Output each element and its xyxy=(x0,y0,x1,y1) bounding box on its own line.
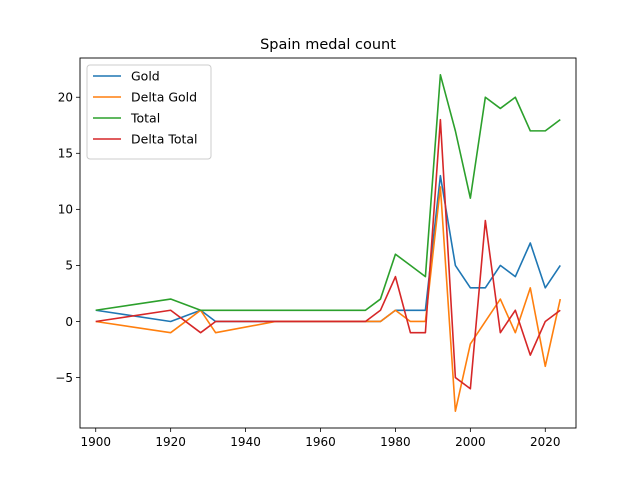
y-tick-label: −5 xyxy=(55,371,73,385)
data-point-delta-gold xyxy=(439,185,442,188)
data-point-delta-gold xyxy=(454,410,457,413)
y-tick-label: 0 xyxy=(65,315,73,329)
data-point-delta-gold xyxy=(394,309,397,312)
data-point-gold xyxy=(469,286,472,289)
data-point-gold xyxy=(454,264,457,267)
data-point-gold xyxy=(514,275,517,278)
legend-label: Delta Total xyxy=(131,132,198,147)
data-point-total xyxy=(499,107,502,110)
x-tick-label: 1960 xyxy=(305,435,336,449)
data-point-delta-total xyxy=(199,331,202,334)
x-tick-label: 1920 xyxy=(155,435,186,449)
data-point-total xyxy=(409,264,412,267)
data-point-delta-total xyxy=(94,320,97,323)
data-point-total xyxy=(529,129,532,132)
data-point-total xyxy=(274,309,277,312)
data-point-delta-gold xyxy=(409,320,412,323)
y-tick-label: 5 xyxy=(65,259,73,273)
y-tick-label: 20 xyxy=(58,91,73,105)
data-point-total xyxy=(214,309,217,312)
data-point-delta-gold xyxy=(469,342,472,345)
data-point-total xyxy=(199,309,202,312)
plot-frame xyxy=(79,57,577,429)
series-line-delta-total xyxy=(95,118,561,390)
data-point-delta-gold xyxy=(214,331,217,334)
data-point-delta-total xyxy=(379,309,382,312)
data-point-gold xyxy=(499,264,502,267)
y-tick-label: 15 xyxy=(58,147,73,161)
data-point-delta-total xyxy=(559,309,562,312)
data-point-total xyxy=(379,297,382,300)
data-point-delta-gold xyxy=(484,320,487,323)
legend: Gold Delta Gold Total Delta Total xyxy=(86,64,212,160)
data-point-total xyxy=(544,129,547,132)
y-axis: −5 0 5 10 15 20 xyxy=(55,91,80,385)
data-point-gold xyxy=(169,320,172,323)
data-point-gold xyxy=(484,286,487,289)
data-point-total xyxy=(484,96,487,99)
data-point-delta-total xyxy=(439,118,442,121)
data-point-gold xyxy=(439,174,442,177)
x-tick-label: 1900 xyxy=(80,435,111,449)
data-point-total xyxy=(454,129,457,132)
data-point-total xyxy=(469,197,472,200)
data-point-total xyxy=(169,297,172,300)
series-layer xyxy=(94,73,562,413)
chart-title: Spain medal count xyxy=(260,37,396,53)
data-point-delta-total xyxy=(424,331,427,334)
data-point-delta-total xyxy=(529,354,532,357)
data-point-total xyxy=(94,309,97,312)
data-point-delta-total xyxy=(409,331,412,334)
data-point-delta-gold xyxy=(499,297,502,300)
x-tick-label: 2000 xyxy=(455,435,486,449)
data-point-gold xyxy=(559,264,562,267)
data-point-delta-total xyxy=(454,376,457,379)
x-tick-label: 2020 xyxy=(530,435,561,449)
data-point-delta-gold xyxy=(529,286,532,289)
legend-label: Delta Gold xyxy=(131,90,197,105)
data-point-delta-total xyxy=(394,275,397,278)
x-axis: 1900 1920 1940 1960 1980 2000 2020 xyxy=(80,428,561,449)
data-point-delta-total xyxy=(274,320,277,323)
data-point-delta-gold xyxy=(169,331,172,334)
data-point-delta-total xyxy=(364,320,367,323)
data-point-total xyxy=(424,275,427,278)
data-point-delta-total xyxy=(484,219,487,222)
x-tick-label: 1980 xyxy=(380,435,411,449)
legend-label: Total xyxy=(130,111,160,126)
data-point-gold xyxy=(544,286,547,289)
data-point-delta-total xyxy=(544,320,547,323)
legend-box xyxy=(86,64,212,160)
data-point-gold xyxy=(409,309,412,312)
series-line-total xyxy=(95,74,561,312)
y-tick-label: 10 xyxy=(58,203,73,217)
data-point-delta-total xyxy=(214,320,217,323)
data-point-delta-total xyxy=(499,331,502,334)
data-point-delta-gold xyxy=(379,320,382,323)
data-point-gold xyxy=(529,241,532,244)
data-point-total xyxy=(439,73,442,76)
data-point-delta-gold xyxy=(544,365,547,368)
data-point-total xyxy=(559,118,562,121)
data-point-delta-gold xyxy=(514,331,517,334)
x-tick-label: 1940 xyxy=(230,435,261,449)
data-point-total xyxy=(394,253,397,256)
data-point-delta-total xyxy=(514,309,517,312)
data-point-total xyxy=(364,309,367,312)
data-point-total xyxy=(514,96,517,99)
data-point-delta-gold xyxy=(559,297,562,300)
legend-label: Gold xyxy=(131,69,160,84)
data-point-delta-total xyxy=(469,387,472,390)
data-point-delta-total xyxy=(169,309,172,312)
